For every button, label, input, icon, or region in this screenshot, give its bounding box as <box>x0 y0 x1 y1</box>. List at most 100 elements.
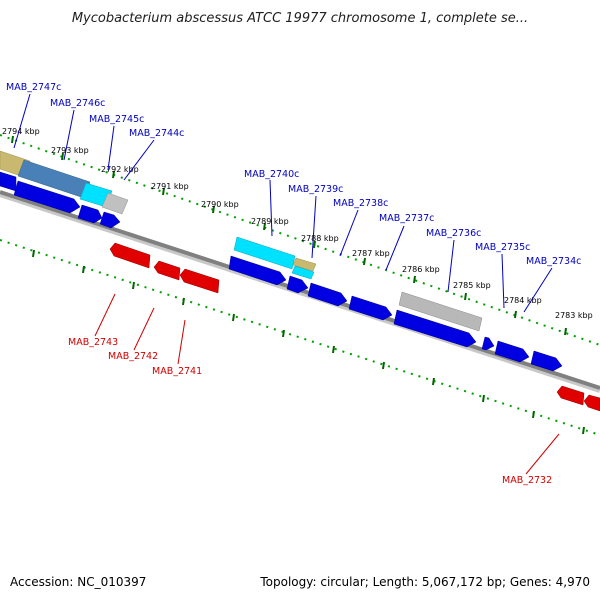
forward-gene-labels: MAB_2747c MAB_2746c MAB_2745c MAB_2744c … <box>6 82 581 267</box>
reverse-major-ticks <box>32 249 585 435</box>
gene-label-mab-2737c[interactable]: MAB_2737c <box>379 213 434 224</box>
major-tick <box>212 205 215 214</box>
forward-major-ticks <box>11 135 567 336</box>
reverse-gene-labels: MAB_2743 MAB_2742 MAB_2741 MAB_2732 <box>68 337 552 486</box>
major-tick <box>232 313 235 322</box>
major-tick <box>112 170 115 179</box>
gene-label-mab-2740c[interactable]: MAB_2740c <box>244 169 299 180</box>
gene-label-mab-2744c[interactable]: MAB_2744c <box>129 128 184 139</box>
topology-text: Topology: circular; Length: 5,067,172 bp… <box>259 575 590 589</box>
leader-line <box>525 433 560 475</box>
reverse-gene-arrow[interactable] <box>583 394 600 412</box>
leader-line <box>13 93 31 149</box>
reverse-gene-arrow[interactable] <box>153 260 181 281</box>
major-tick <box>263 222 266 231</box>
gene-label-mab-2732[interactable]: MAB_2732 <box>502 475 552 486</box>
forward-leader-lines <box>13 93 553 313</box>
map-title: Mycobacterium abscessus ATCC 19977 chrom… <box>72 11 528 26</box>
gene-label-mab-2747c[interactable]: MAB_2747c <box>6 82 61 93</box>
reverse-gene-arrow[interactable] <box>179 268 220 294</box>
forward-gene-arrow[interactable] <box>99 211 121 229</box>
leader-line <box>123 139 155 181</box>
reverse-gene-arrow[interactable] <box>556 385 585 406</box>
gene-label-mab-2736c[interactable]: MAB_2736c <box>426 228 481 239</box>
leader-line <box>107 125 115 171</box>
gray-feature <box>101 192 129 215</box>
leader-line <box>269 179 273 237</box>
major-tick <box>332 345 335 354</box>
gene-label-mab-2745c[interactable]: MAB_2745c <box>89 114 144 125</box>
major-tick <box>482 394 485 403</box>
gene-label-mab-2735c[interactable]: MAB_2735c <box>475 242 530 253</box>
accession-text: Accession: NC_010397 <box>10 575 146 589</box>
major-tick <box>413 275 416 284</box>
major-tick <box>363 257 366 266</box>
tan-feature <box>292 257 317 272</box>
tick-label: 2785 kbp <box>453 281 491 290</box>
reverse-gene-arrow[interactable] <box>109 242 151 269</box>
leader-line <box>523 267 553 313</box>
tick-labels: 2794 kbp 2793 kbp 2792 kbp 2791 kbp 2790… <box>2 127 593 320</box>
major-tick <box>514 310 517 319</box>
tick-label: 2789 kbp <box>251 217 289 226</box>
forward-gene-arrow[interactable] <box>494 340 530 363</box>
major-tick <box>382 361 385 370</box>
forward-gene-arrow[interactable] <box>228 255 287 286</box>
major-tick <box>162 187 165 196</box>
major-tick <box>532 410 535 419</box>
reverse-gene-arrows <box>109 242 600 412</box>
forward-gene-arrow[interactable] <box>530 350 563 372</box>
major-tick <box>464 292 467 301</box>
gene-label-mab-2746c[interactable]: MAB_2746c <box>50 98 105 109</box>
major-tick <box>432 377 435 386</box>
tick-label: 2794 kbp <box>2 127 40 136</box>
leader-line <box>177 319 186 365</box>
forward-gene-arrow[interactable] <box>0 171 17 192</box>
tick-label: 2787 kbp <box>352 249 390 258</box>
tick-label: 2784 kbp <box>504 296 542 305</box>
gene-label-mab-2739c[interactable]: MAB_2739c <box>288 184 343 195</box>
forward-gene-arrow[interactable] <box>307 282 348 307</box>
leader-line <box>385 225 405 271</box>
tick-label: 2791 kbp <box>151 182 189 191</box>
leader-line <box>133 307 155 351</box>
forward-gene-arrow[interactable] <box>77 204 103 224</box>
major-tick <box>132 281 135 290</box>
forward-gene-arrow[interactable] <box>286 275 309 294</box>
tick-label: 2792 kbp <box>101 165 139 174</box>
feature-row-upper <box>0 150 483 332</box>
gene-label-mab-2743[interactable]: MAB_2743 <box>68 337 118 348</box>
major-tick <box>282 329 285 338</box>
major-tick <box>313 240 316 249</box>
tick-label: 2790 kbp <box>201 200 239 209</box>
cyan-feature <box>233 236 296 270</box>
major-tick <box>564 327 567 336</box>
gene-label-mab-2738c[interactable]: MAB_2738c <box>333 198 388 209</box>
major-tick <box>11 135 14 144</box>
leader-line <box>311 195 317 259</box>
major-tick <box>82 265 85 274</box>
gray-feature <box>398 291 483 332</box>
leader-line <box>339 209 359 257</box>
gene-label-mab-2734c[interactable]: MAB_2734c <box>526 256 581 267</box>
forward-gene-arrows <box>0 171 563 372</box>
major-tick <box>182 297 185 306</box>
tick-label: 2783 kbp <box>555 311 593 320</box>
gene-label-mab-2742[interactable]: MAB_2742 <box>108 351 158 362</box>
forward-gene-arrow[interactable] <box>348 295 393 321</box>
tick-label: 2793 kbp <box>51 146 89 155</box>
major-tick <box>61 152 64 161</box>
tick-label: 2788 kbp <box>301 234 339 243</box>
leader-line <box>447 239 455 293</box>
major-tick <box>582 426 585 435</box>
forward-gene-arrow[interactable] <box>393 309 477 348</box>
reverse-leader-lines <box>94 293 560 475</box>
leader-line <box>94 293 116 337</box>
leader-line <box>63 109 75 161</box>
tick-label: 2786 kbp <box>402 265 440 274</box>
gene-label-mab-2741[interactable]: MAB_2741 <box>152 366 202 377</box>
forward-gene-arrow[interactable] <box>481 336 495 351</box>
major-tick <box>32 249 35 258</box>
forward-gene-arrow[interactable] <box>13 180 81 214</box>
